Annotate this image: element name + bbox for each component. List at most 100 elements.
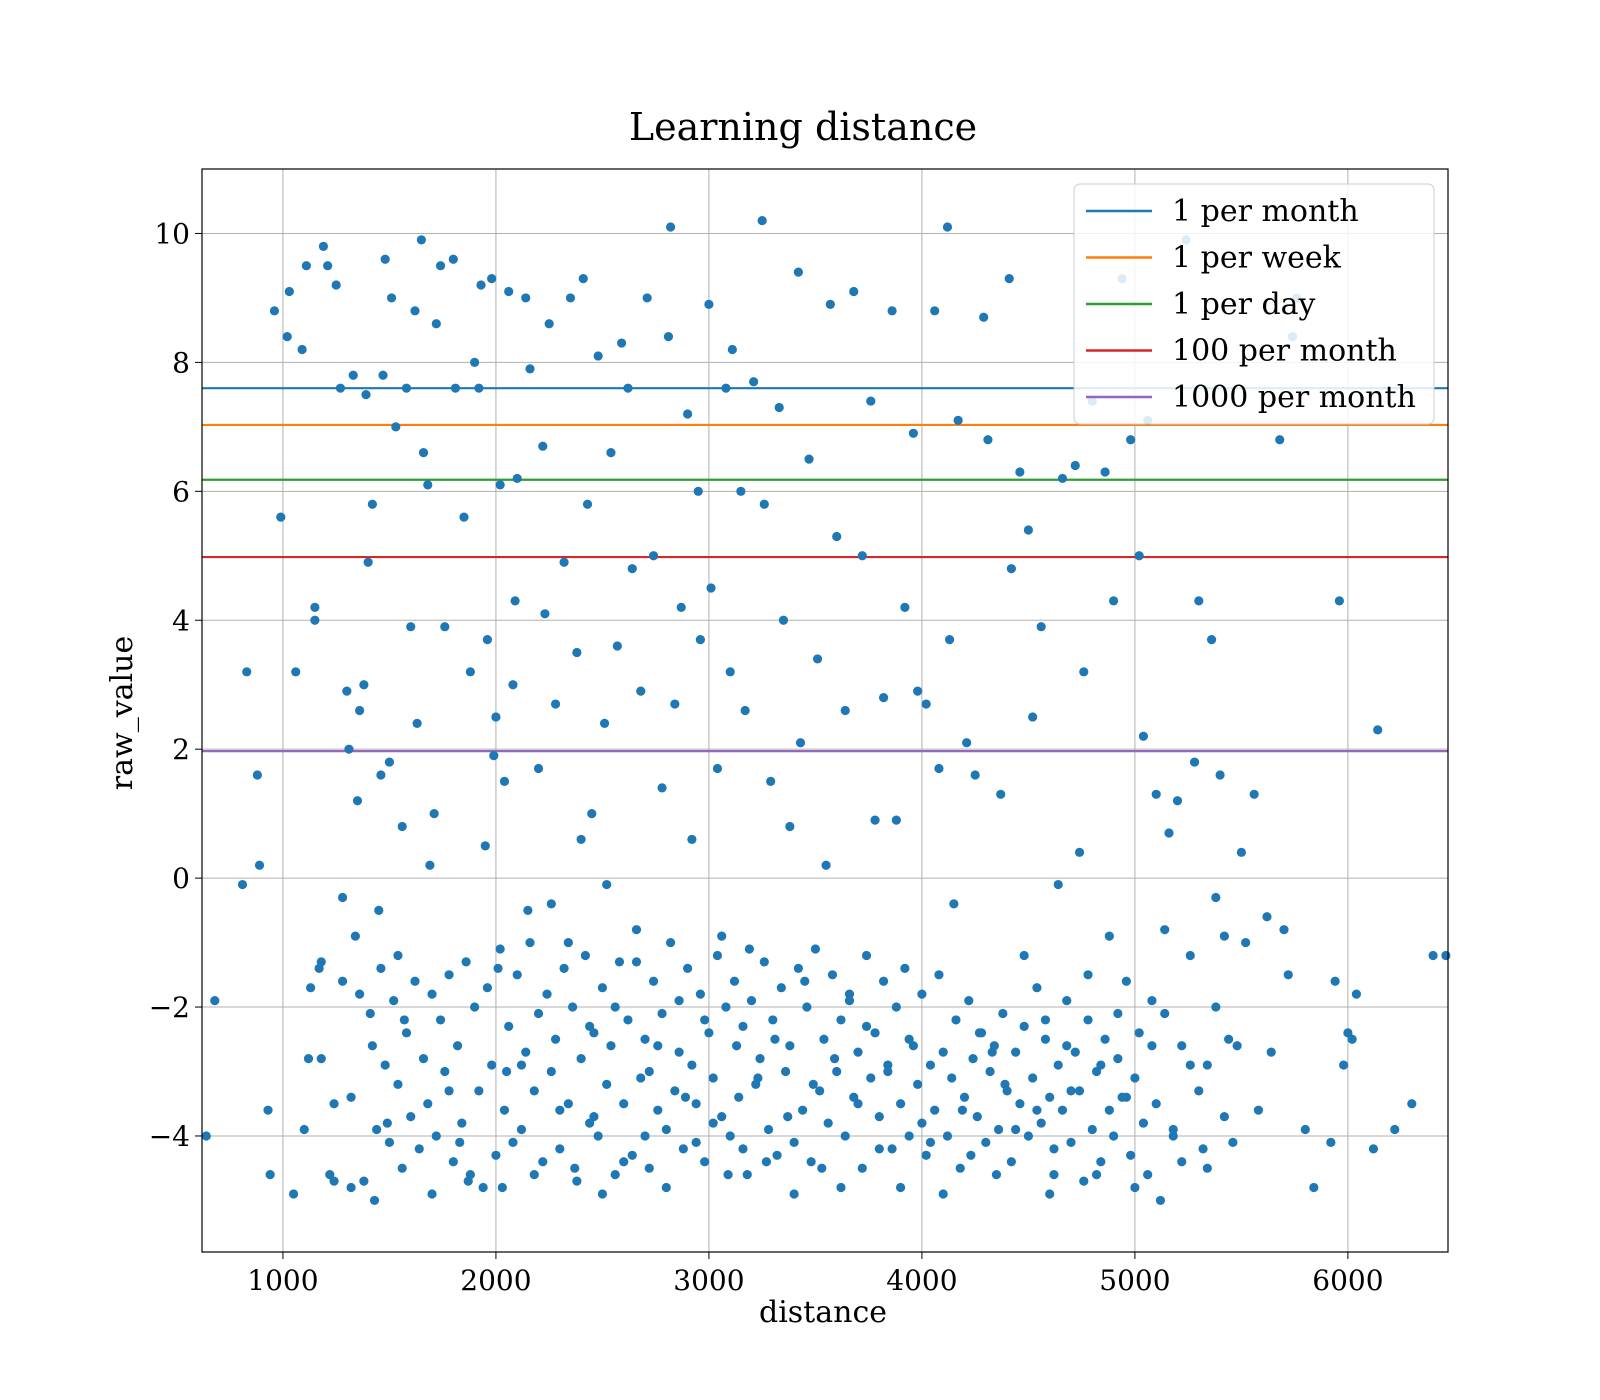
scatter-point bbox=[704, 299, 714, 309]
scatter-point bbox=[363, 557, 373, 567]
scatter-point bbox=[1224, 1034, 1234, 1044]
scatter-point bbox=[429, 809, 439, 819]
scatter-point bbox=[661, 1182, 671, 1193]
scatter-point bbox=[372, 1124, 382, 1135]
scatter-point bbox=[1062, 995, 1072, 1006]
scatter-point bbox=[282, 332, 292, 342]
scatter-point bbox=[665, 937, 676, 948]
scatter-point bbox=[538, 1157, 548, 1167]
scatter-point bbox=[1151, 789, 1161, 799]
plot-frame bbox=[201, 168, 1449, 1253]
scatter-point bbox=[276, 512, 286, 522]
scatter-point bbox=[521, 293, 531, 303]
scatter-point bbox=[1177, 1157, 1187, 1167]
scatter-point bbox=[627, 1150, 637, 1160]
scatter-point bbox=[431, 319, 441, 329]
scatter-point bbox=[435, 261, 446, 271]
scatter-point bbox=[678, 1144, 688, 1154]
scatter-point bbox=[695, 989, 706, 999]
scatter-point bbox=[953, 415, 963, 426]
scatter-point bbox=[1185, 1060, 1195, 1070]
scatter-point bbox=[1100, 1034, 1110, 1044]
scatter-point bbox=[487, 1060, 497, 1070]
scatter-point bbox=[993, 1124, 1004, 1135]
y-tick-label: 8 bbox=[172, 346, 190, 379]
scatter-point bbox=[1040, 1034, 1051, 1044]
scatter-point bbox=[482, 983, 493, 993]
scatter-point bbox=[393, 950, 403, 961]
scatter-point bbox=[444, 970, 454, 980]
scatter-point bbox=[508, 1137, 518, 1148]
scatter-point bbox=[840, 705, 850, 716]
scatter-point bbox=[444, 1086, 454, 1096]
scatter-point bbox=[874, 1144, 884, 1154]
scatter-point bbox=[1079, 1176, 1089, 1186]
scatter-point bbox=[501, 1066, 512, 1077]
scatter-point bbox=[1202, 1163, 1212, 1173]
scatter-point bbox=[342, 686, 352, 696]
scatter-point bbox=[482, 634, 493, 645]
scatter-point bbox=[1134, 551, 1144, 561]
scatter-point bbox=[406, 1112, 416, 1122]
scatter-point bbox=[691, 1137, 701, 1148]
scatter-point bbox=[301, 261, 311, 271]
scatter-point bbox=[1057, 473, 1068, 484]
scatter-point bbox=[602, 879, 612, 890]
scatter-point bbox=[985, 1066, 995, 1077]
scatter-point bbox=[568, 1002, 578, 1012]
scatter-point bbox=[414, 1144, 424, 1154]
scatter-point bbox=[1074, 1086, 1085, 1096]
scatter-point bbox=[789, 1189, 799, 1199]
scatter-point bbox=[323, 261, 333, 271]
scatter-point bbox=[359, 1176, 369, 1186]
scatter-point bbox=[572, 1176, 582, 1186]
scatter-point bbox=[269, 306, 280, 316]
scatter-point bbox=[1279, 925, 1289, 935]
scatter-point bbox=[476, 280, 486, 290]
scatter-point bbox=[849, 1092, 859, 1102]
scatter-point bbox=[1219, 931, 1229, 941]
scatter-point bbox=[661, 1124, 671, 1135]
y-tick-label: 0 bbox=[172, 862, 190, 895]
scatter-point bbox=[1109, 1131, 1119, 1141]
scatter-point bbox=[555, 1105, 565, 1115]
scatter-point bbox=[254, 860, 265, 870]
scatter-point bbox=[316, 1054, 326, 1064]
scatter-point bbox=[700, 1015, 710, 1025]
scatter-point bbox=[904, 1131, 914, 1141]
scatter-point bbox=[288, 1189, 299, 1199]
scatter-point bbox=[1049, 1144, 1059, 1154]
scatter-point bbox=[610, 1002, 620, 1012]
scatter-point bbox=[648, 551, 659, 561]
scatter-point bbox=[1006, 564, 1016, 574]
scatter-point bbox=[1100, 467, 1110, 477]
scatter-point bbox=[623, 383, 633, 393]
scatter-point bbox=[619, 1157, 629, 1167]
scatter-point bbox=[979, 312, 989, 322]
scatter-point bbox=[602, 1079, 612, 1089]
scatter-point bbox=[925, 1137, 936, 1148]
scatter-point bbox=[727, 344, 737, 355]
scatter-point bbox=[1215, 770, 1225, 780]
scatter-point bbox=[614, 957, 625, 967]
scatter-point bbox=[942, 222, 953, 232]
scatter-point bbox=[495, 944, 505, 954]
scatter-point bbox=[676, 602, 686, 612]
x-axis-ticks: 1000 2000 3000 4000 5000 6000 bbox=[247, 1252, 1384, 1297]
scatter-point bbox=[418, 448, 429, 458]
scatter-point bbox=[1266, 1047, 1276, 1057]
scatter-point bbox=[874, 1112, 884, 1122]
scatter-point bbox=[487, 273, 497, 284]
scatter-point bbox=[1147, 1041, 1157, 1051]
scatter-point bbox=[1121, 976, 1131, 986]
scatter-point bbox=[346, 1092, 356, 1102]
scatter-point bbox=[369, 1195, 380, 1206]
scatter-point bbox=[201, 1131, 211, 1141]
scatter-point bbox=[665, 222, 676, 232]
scatter-point bbox=[989, 1041, 999, 1051]
scatter-point bbox=[461, 957, 471, 967]
scatter-point bbox=[1062, 1041, 1072, 1051]
scatter-point bbox=[1262, 912, 1272, 922]
scatter-point bbox=[1130, 1073, 1140, 1083]
scatter-point bbox=[367, 1041, 377, 1051]
